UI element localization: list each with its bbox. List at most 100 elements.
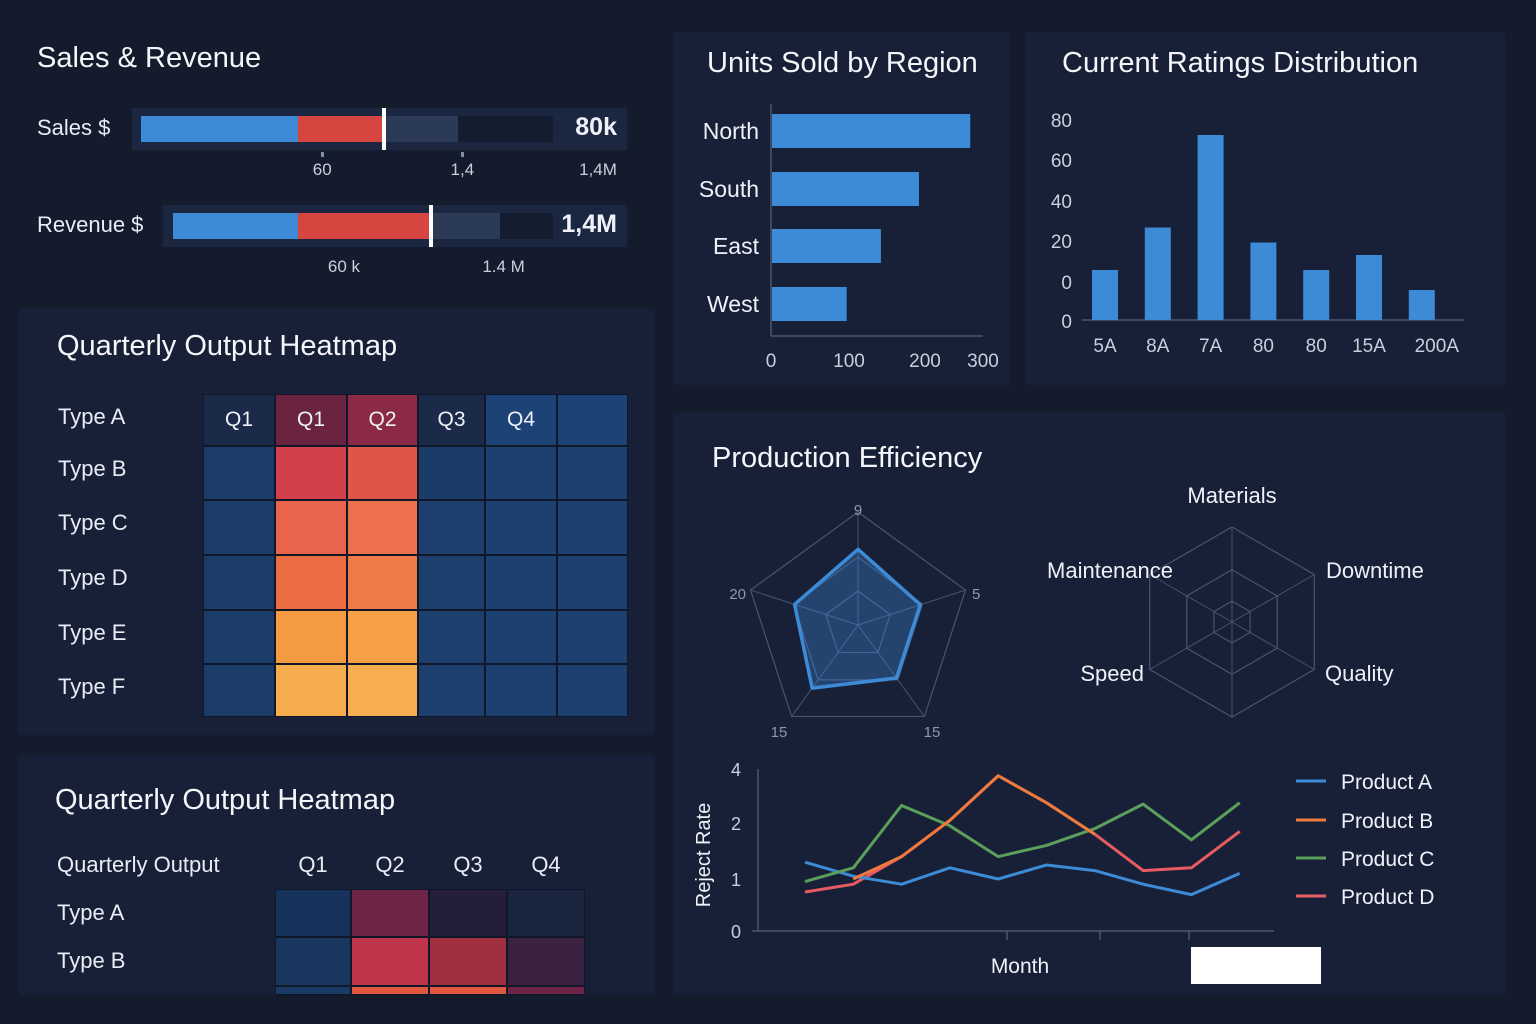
heatmap-cell [485,446,557,500]
production-panel [673,412,1505,995]
bar [772,172,919,206]
heatmap-2-column-label: Q2 [375,852,405,877]
bar [772,229,881,263]
radar-spoke [750,589,859,626]
heatmap-row-label: Type B [58,456,127,481]
bar [1197,135,1224,320]
heatmap-row-label: Type C [58,510,128,535]
heatmap-cell [557,664,628,717]
category-label: South [699,176,759,202]
bar [1356,255,1382,320]
bar [1092,270,1118,320]
heatmap-2-cell [429,986,507,995]
y-tick-label: 40 [1051,192,1072,213]
radar-2-spoke [1149,574,1233,623]
y-tick-label: 0 [1061,312,1072,333]
heatmap-cell [275,555,347,610]
heatmap-2-cell [507,889,585,937]
heatmap-2-cell [507,986,585,995]
y-tick-label: 2 [731,814,741,834]
heatmap-2-cell [275,937,351,986]
y-tick-label: 4 [731,760,741,780]
radar-spoke [791,624,859,717]
heatmap-cell [418,446,485,500]
x-tick-label: 80 [1253,336,1274,357]
heatmap-cell [485,664,557,717]
x-axis-label: Month [991,955,1049,978]
x-tick-label: 200A [1415,336,1460,357]
x-tick-label: 0 [766,351,777,372]
y-tick-label: 0 [731,922,741,942]
heatmap-cell [557,446,628,500]
heatmap-header-cell: Q4 [485,394,557,446]
series-line [804,801,1241,884]
bar [1408,290,1435,320]
heatmap-cell [275,446,347,500]
radar-axis-label: 15 [771,724,788,741]
heatmap-cell [557,500,628,555]
heatmap-title: Quarterly Output Heatmap [57,330,398,362]
category-label: West [707,291,760,317]
radar-spoke [857,589,966,626]
sales-revenue-title: Sales & Revenue [37,42,262,74]
x-tick-label: 15A [1352,336,1386,357]
heatmap-header-cell: Q1 [203,394,275,446]
y-tick-label: 20 [1051,232,1072,253]
bar [1250,242,1277,320]
bullet-tick-label: 1,4M [579,160,617,179]
heatmap-header-cell: Q3 [418,394,485,446]
radar-axis-label: 15 [924,724,941,741]
radar-spoke [857,624,925,717]
radar-2-axis-label: Materials [1187,483,1276,508]
bar [772,287,847,321]
radar-2-spoke [1231,621,1315,670]
heatmap-2-cell [275,889,351,937]
blank-white-box [1191,947,1321,984]
x-tick-label: 80 [1306,336,1327,357]
bullet-tick-label: 1.4 M [482,257,525,276]
heatmap-header-cell [557,394,628,446]
heatmap-cell [203,446,275,500]
units-sold-title: Units Sold by Region [707,47,978,79]
bar [772,114,971,148]
heatmap-2-cell [351,986,429,995]
heatmap-2-cell [275,986,351,995]
x-tick-label: 100 [833,351,865,372]
heatmap-2-corner-label: Quarterly Output [57,852,220,877]
bar [1303,270,1330,320]
legend-label: Product A [1341,771,1432,794]
heatmap-row-label: Type E [58,620,127,645]
x-tick-label: 7A [1199,336,1223,357]
legend-label: Product C [1341,848,1434,871]
bullet-marker [429,205,434,247]
radar-grid-ring [825,590,891,654]
y-tick-label: 1 [731,870,741,890]
heatmap-cell [347,664,418,717]
heatmap-2-cell [351,937,429,986]
bullet-label: Revenue $ [37,212,144,237]
heatmap-cell [418,555,485,610]
heatmap-2-title: Quarterly Output Heatmap [55,784,396,816]
bullet-value: 80k [575,113,617,141]
radar-2-axis-label: Downtime [1326,558,1424,583]
bullet-tick-label: 60 [312,160,332,179]
heatmap-cell [347,500,418,555]
x-tick-label: 200 [909,351,941,372]
heatmap-header-cell: Q1 [275,394,347,446]
radar-2-axis-label: Speed [1080,661,1144,686]
heatmap-cell [275,500,347,555]
x-tick-label: 5A [1093,336,1117,357]
radar-2-axis-label: Maintenance [1047,558,1173,583]
radar-axis-label: 9 [854,502,862,519]
heatmap-cell [347,555,418,610]
tick-mark [321,152,325,157]
bullet-marker [382,108,387,150]
y-tick-label: 80 [1051,111,1072,132]
heatmap-2-row-label: Type A [57,900,125,925]
production-efficiency-title: Production Efficiency [712,442,983,474]
units-sold-panel [673,32,1010,385]
heatmap-cell [347,446,418,500]
